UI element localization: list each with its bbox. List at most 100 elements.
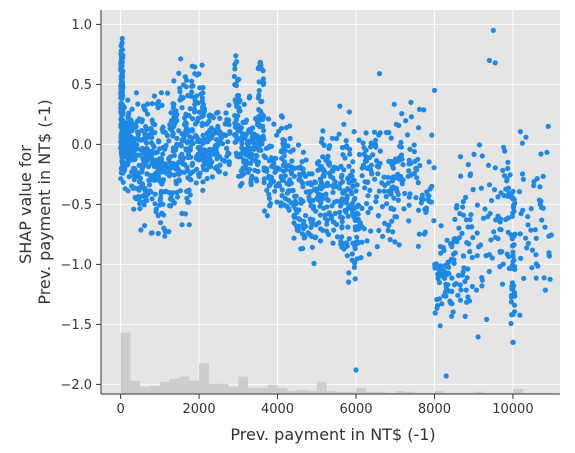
scatter-point xyxy=(398,174,403,179)
scatter-point xyxy=(475,253,480,258)
scatter-point xyxy=(437,280,442,285)
scatter-point xyxy=(239,151,244,156)
scatter-point xyxy=(292,166,297,171)
scatter-point xyxy=(182,122,187,127)
scatter-point xyxy=(223,171,228,176)
scatter-point xyxy=(136,194,141,199)
scatter-point xyxy=(120,94,125,99)
scatter-point xyxy=(149,161,154,166)
scatter-point xyxy=(510,236,515,241)
scatter-point xyxy=(173,147,178,152)
scatter-point xyxy=(121,139,126,144)
scatter-point xyxy=(303,213,308,218)
x-tick-label: 0 xyxy=(116,402,124,417)
scatter-point xyxy=(141,156,146,161)
scatter-point xyxy=(475,230,480,235)
scatter-point xyxy=(324,204,329,209)
scatter-point xyxy=(542,225,547,230)
scatter-point xyxy=(121,180,126,185)
scatter-point xyxy=(413,195,418,200)
scatter-point xyxy=(506,186,511,191)
scatter-point xyxy=(337,104,342,109)
scatter-point xyxy=(138,227,143,232)
scatter-point xyxy=(373,142,378,147)
scatter-point xyxy=(367,252,372,257)
scatter-point xyxy=(301,166,306,171)
histogram-bar xyxy=(121,333,131,394)
scatter-point xyxy=(346,280,351,285)
scatter-point xyxy=(232,66,237,71)
scatter-point xyxy=(179,143,184,148)
scatter-point xyxy=(546,124,551,129)
scatter-point xyxy=(427,199,432,204)
scatter-point xyxy=(437,296,442,301)
scatter-point xyxy=(482,206,487,211)
scatter-point xyxy=(402,191,407,196)
scatter-point xyxy=(286,198,291,203)
scatter-point xyxy=(156,231,161,236)
scatter-point xyxy=(225,139,230,144)
scatter-point xyxy=(433,310,438,315)
scatter-point xyxy=(267,158,272,163)
scatter-point xyxy=(475,203,480,208)
scatter-point xyxy=(218,132,223,137)
scatter-point xyxy=(512,303,517,308)
scatter-point xyxy=(339,202,344,207)
scatter-point xyxy=(312,179,317,184)
scatter-point xyxy=(327,210,332,215)
scatter-point xyxy=(166,138,171,143)
scatter-point xyxy=(185,168,190,173)
scatter-point xyxy=(173,108,178,113)
scatter-point xyxy=(183,74,188,79)
scatter-point xyxy=(178,56,183,61)
scatter-point xyxy=(374,194,379,199)
scatter-point xyxy=(356,217,361,222)
scatter-point xyxy=(261,128,266,133)
scatter-point xyxy=(200,188,205,193)
scatter-point xyxy=(204,139,209,144)
histogram-bar xyxy=(199,363,209,394)
scatter-point xyxy=(132,137,137,142)
scatter-point xyxy=(523,135,528,140)
scatter-point xyxy=(143,195,148,200)
scatter-point xyxy=(143,189,148,194)
scatter-point xyxy=(156,99,161,104)
scatter-point xyxy=(243,152,248,157)
scatter-point xyxy=(331,219,336,224)
scatter-point xyxy=(279,113,284,118)
scatter-point xyxy=(172,153,177,158)
scatter-point xyxy=(150,196,155,201)
scatter-point xyxy=(524,245,529,250)
scatter-point xyxy=(493,235,498,240)
scatter-point xyxy=(254,178,259,183)
x-tick-label: 4000 xyxy=(261,402,294,417)
histogram-bar xyxy=(248,388,258,394)
scatter-point xyxy=(365,166,370,171)
scatter-point xyxy=(390,229,395,234)
scatter-point xyxy=(261,137,266,142)
scatter-point xyxy=(539,218,544,223)
scatter-point xyxy=(538,151,543,156)
scatter-point xyxy=(364,201,369,206)
scatter-point xyxy=(372,177,377,182)
scatter-point xyxy=(153,192,158,197)
scatter-point xyxy=(416,208,421,213)
scatter-point xyxy=(337,132,342,137)
scatter-point xyxy=(461,253,466,258)
scatter-point xyxy=(162,147,167,152)
scatter-point xyxy=(380,204,385,209)
scatter-point xyxy=(523,236,528,241)
scatter-point xyxy=(280,137,285,142)
scatter-point xyxy=(485,214,490,219)
scatter-point xyxy=(261,82,266,87)
scatter-point xyxy=(179,105,184,110)
scatter-point xyxy=(508,172,513,177)
y-tick-label: 0.5 xyxy=(71,78,92,93)
scatter-point xyxy=(399,152,404,157)
scatter-point xyxy=(215,124,220,129)
scatter-point xyxy=(157,163,162,168)
scatter-point xyxy=(318,164,323,169)
scatter-point xyxy=(397,242,402,247)
scatter-point xyxy=(214,152,219,157)
scatter-point xyxy=(298,217,303,222)
